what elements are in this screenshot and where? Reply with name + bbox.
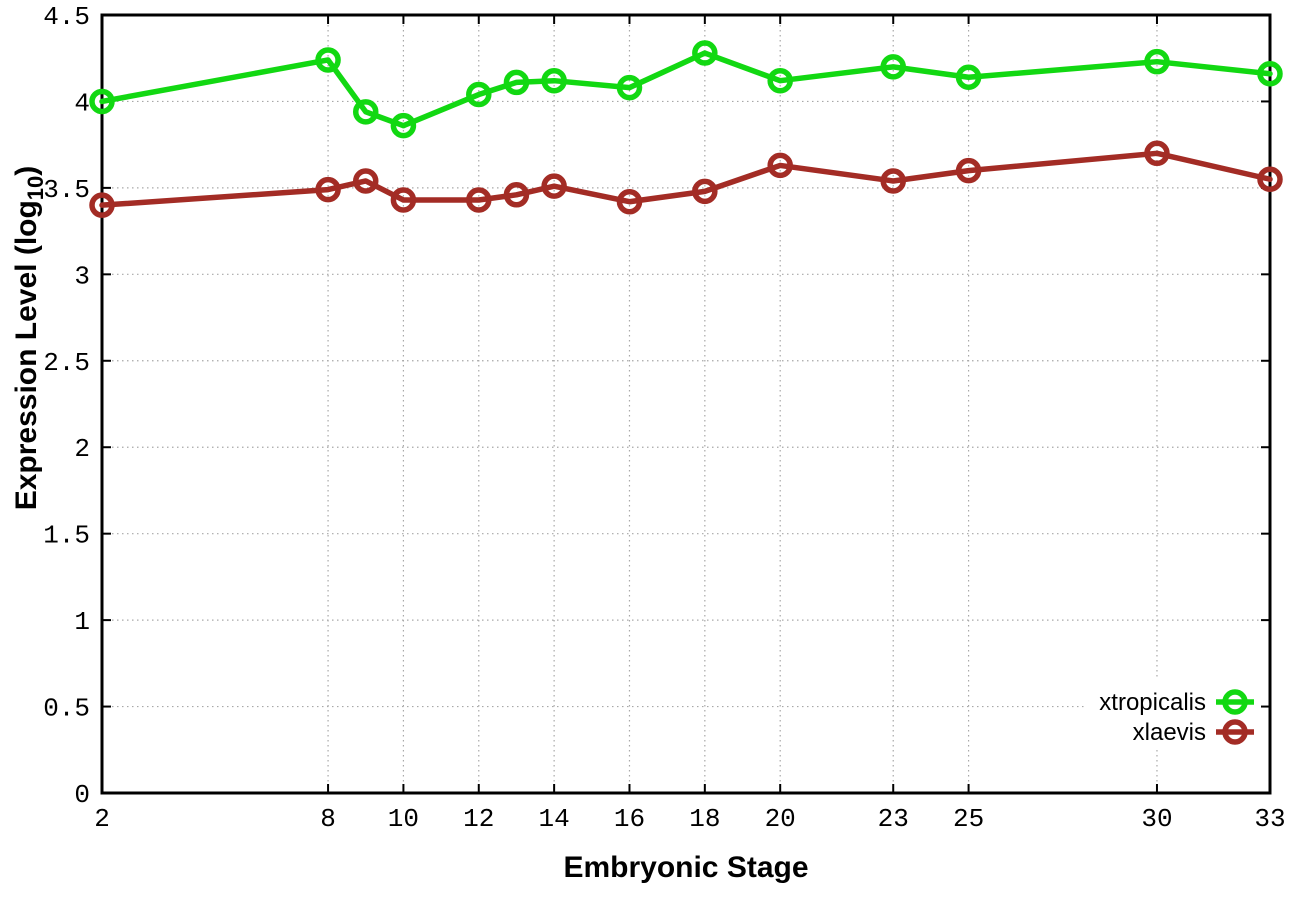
x-axis-title: Embryonic Stage bbox=[563, 851, 808, 884]
legend-label-xtropicalis: xtropicalis bbox=[1099, 689, 1206, 716]
data-point-xtropicalis bbox=[955, 64, 982, 90]
data-point-xtropicalis bbox=[880, 54, 906, 80]
legend-sample-marker-xlaevis bbox=[1222, 719, 1248, 745]
data-point-xlaevis bbox=[352, 168, 379, 194]
y-tick-label: 2.5 bbox=[43, 348, 90, 378]
data-point-xtropicalis bbox=[89, 88, 115, 115]
data-point-xlaevis bbox=[315, 176, 341, 203]
x-tick-label: 12 bbox=[463, 804, 494, 834]
x-tick-label: 18 bbox=[689, 804, 720, 834]
data-point-xtropicalis bbox=[692, 40, 718, 66]
y-axis-title: Expression Level (log10) bbox=[10, 166, 48, 511]
y-tick-label: 2 bbox=[74, 434, 90, 464]
data-point-xlaevis bbox=[1144, 140, 1170, 167]
data-point-xlaevis bbox=[955, 157, 982, 184]
y-tick-label: 4 bbox=[74, 88, 90, 118]
data-point-xtropicalis bbox=[1144, 48, 1170, 75]
x-tick-label: 2 bbox=[94, 804, 110, 834]
y-tick-label: 0.5 bbox=[43, 694, 90, 724]
y-axis-title-subscript: 10 bbox=[23, 176, 48, 200]
x-tick-label: 16 bbox=[614, 804, 645, 834]
y-tick-label: 1 bbox=[74, 607, 90, 637]
data-point-xtropicalis bbox=[315, 47, 341, 73]
data-point-xlaevis bbox=[616, 188, 643, 215]
data-point-xtropicalis bbox=[503, 69, 530, 96]
x-tick-label: 33 bbox=[1254, 804, 1285, 834]
series-line-xtropicalis bbox=[99, 50, 1273, 129]
data-point-xlaevis bbox=[89, 192, 115, 218]
data-point-xlaevis bbox=[541, 173, 567, 199]
x-tick-label: 10 bbox=[388, 804, 419, 834]
series-line-xlaevis bbox=[99, 150, 1273, 208]
x-tick-label: 14 bbox=[539, 804, 570, 834]
data-point-xlaevis bbox=[503, 182, 530, 208]
data-point-xlaevis bbox=[466, 187, 492, 213]
data-point-xtropicalis bbox=[390, 112, 417, 139]
legend-label-xlaevis: xlaevis bbox=[1133, 719, 1206, 746]
y-tick-label: 1.5 bbox=[43, 521, 90, 551]
y-axis-title-close: ) bbox=[10, 166, 43, 176]
y-tick-label: 4.5 bbox=[43, 2, 90, 32]
x-tick-label: 8 bbox=[320, 804, 336, 834]
data-point-xtropicalis bbox=[352, 99, 379, 125]
plot-border bbox=[100, 13, 1272, 795]
data-point-xtropicalis bbox=[541, 67, 567, 94]
y-tick-label: 3 bbox=[74, 261, 90, 291]
data-point-xlaevis bbox=[880, 168, 906, 194]
x-tick-label: 23 bbox=[878, 804, 909, 834]
data-point-xtropicalis bbox=[767, 67, 793, 94]
y-axis-title-main: Expression Level (log bbox=[10, 200, 43, 510]
data-point-xlaevis bbox=[767, 152, 793, 179]
data-point-xlaevis bbox=[1257, 166, 1283, 192]
data-point-xtropicalis bbox=[1257, 61, 1283, 87]
x-tick-label: 20 bbox=[765, 804, 796, 834]
plot-area: 2 8 10 12 14 16 18 20 23 25 30 33 0 0.5 1 1.5 2 2.5 3 3.5 4 4… bbox=[43, 2, 1285, 834]
y-tick-label: 0 bbox=[74, 780, 90, 810]
y-tick-label: 3.5 bbox=[43, 175, 90, 205]
legend-sample-marker-xtropicalis bbox=[1222, 689, 1248, 715]
data-point-xtropicalis bbox=[466, 81, 492, 108]
x-tick-label: 30 bbox=[1141, 804, 1172, 834]
data-point-xlaevis bbox=[390, 187, 417, 213]
x-tick-label: 25 bbox=[953, 804, 984, 834]
data-point-xtropicalis bbox=[616, 74, 643, 101]
data-point-xlaevis bbox=[692, 178, 718, 205]
